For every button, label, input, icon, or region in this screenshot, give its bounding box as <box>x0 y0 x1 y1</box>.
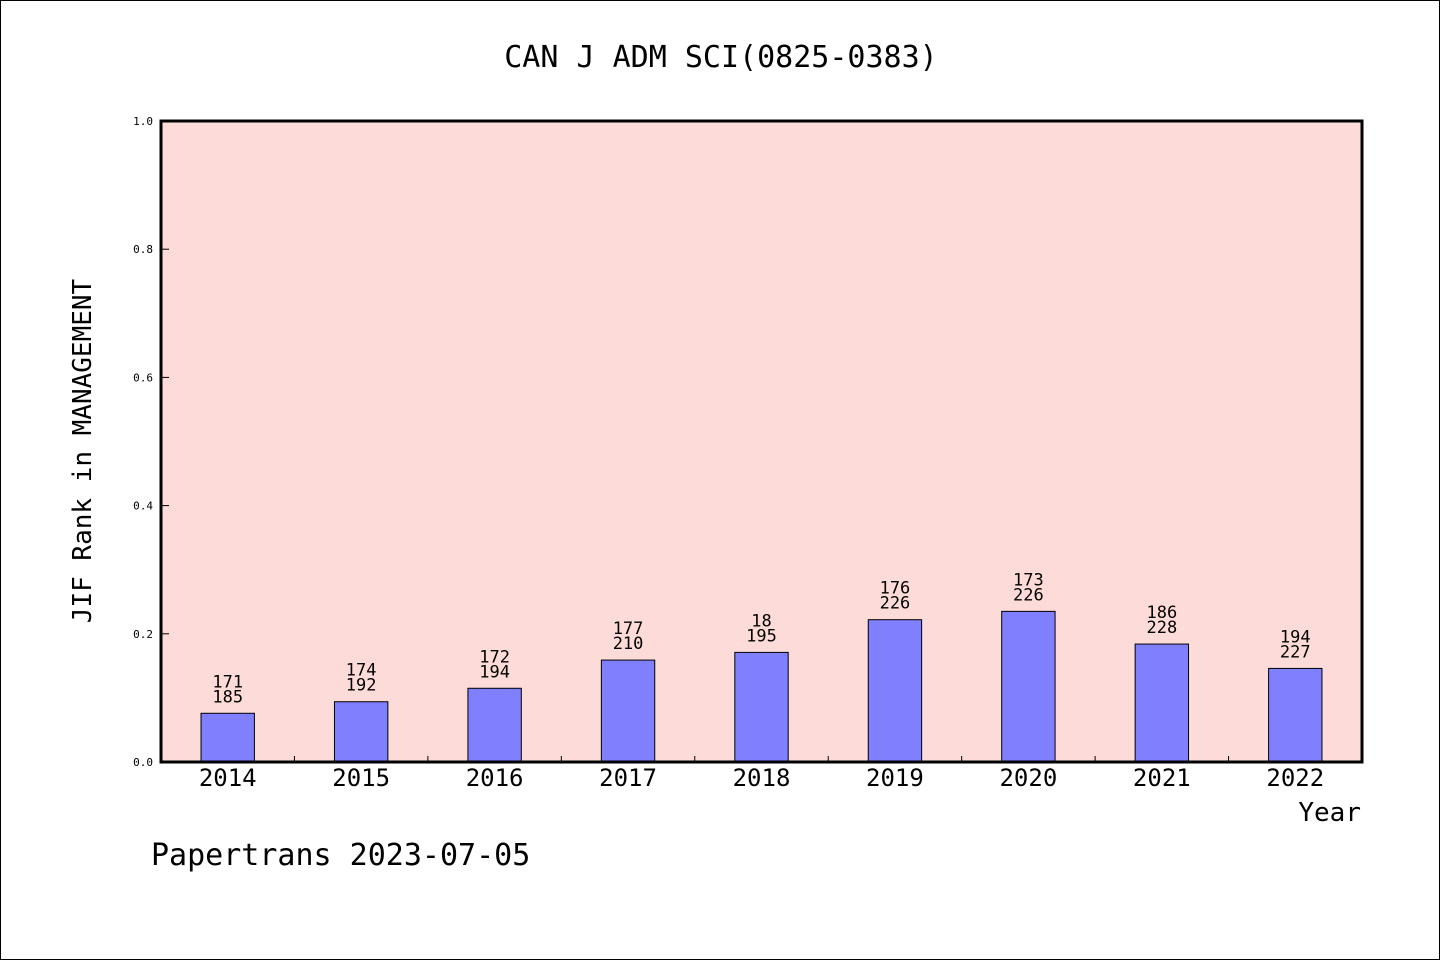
y-tick-label: 0.4 <box>133 500 153 513</box>
bar-2022 <box>1268 667 1323 763</box>
y-axis-ticks: 0.0 0.2 0.4 0.6 0.8 1.0 <box>133 115 169 769</box>
bar-series <box>200 610 1323 763</box>
bar-2018 <box>734 651 789 763</box>
x-tick-label: 2021 <box>1133 764 1191 792</box>
total-label: 227 <box>1280 642 1311 662</box>
x-tick-label: 2018 <box>733 764 791 792</box>
x-axis-ticks: 2014 2015 2016 2017 2018 2019 2020 2021 2022 <box>199 756 1324 792</box>
footer-credit: Papertrans 2023-07-05 <box>151 838 530 873</box>
x-tick-label: 2014 <box>199 764 257 792</box>
chart-title: CAN J ADM SCI(0825-0383) <box>504 40 937 75</box>
rank-label: 176 <box>880 579 911 599</box>
total-label: 194 <box>479 662 510 682</box>
y-tick-label: 0.6 <box>133 371 153 384</box>
bar-2021 <box>1134 643 1190 763</box>
bar-2017 <box>600 659 656 763</box>
rank-label: 194 <box>1280 627 1311 647</box>
x-tick-label: 2015 <box>332 764 390 792</box>
plot-frame <box>159 119 1364 764</box>
total-label: 228 <box>1146 618 1177 638</box>
x-tick-label: 2016 <box>466 764 524 792</box>
rank-label: 172 <box>479 647 510 667</box>
rank-label: 177 <box>613 619 644 639</box>
x-tick-label: 2017 <box>599 764 657 792</box>
bar-2019 <box>867 619 923 763</box>
total-label: 185 <box>212 687 243 707</box>
total-label: 192 <box>346 676 377 696</box>
rank-label: 173 <box>1013 570 1044 590</box>
y-tick-label: 0.8 <box>133 243 153 256</box>
rank-label: 186 <box>1146 603 1177 623</box>
rank-label: 171 <box>212 672 243 692</box>
total-label: 195 <box>746 626 777 646</box>
bar-2015 <box>333 701 389 763</box>
y-tick-label: 1.0 <box>133 115 153 128</box>
y-tick-label: 0.2 <box>133 628 153 641</box>
total-label: 210 <box>613 634 644 654</box>
x-tick-label: 2022 <box>1266 764 1324 792</box>
y-axis-label: JIF Rank in MANAGEMENT <box>68 278 98 623</box>
x-axis-label: Year <box>1298 798 1361 828</box>
x-tick-label: 2019 <box>866 764 924 792</box>
bar-2016 <box>467 687 522 763</box>
bar-2020 <box>1001 610 1056 763</box>
y-tick-label: 0.0 <box>133 756 153 769</box>
total-label: 226 <box>1013 585 1044 605</box>
total-label: 226 <box>880 594 911 614</box>
rank-label: 18 <box>751 611 771 631</box>
x-tick-label: 2020 <box>999 764 1057 792</box>
bar-2014 <box>200 712 255 763</box>
bar-data-labels: 1711851741921721941772101819517622617322… <box>212 570 1310 707</box>
rank-label: 174 <box>346 661 377 681</box>
